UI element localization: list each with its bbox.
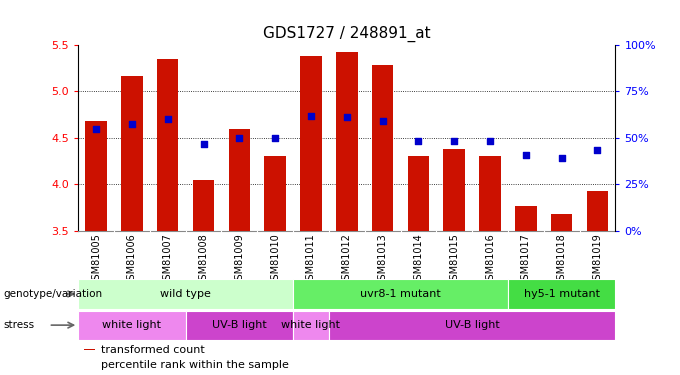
Text: GSM81016: GSM81016 <box>485 233 495 286</box>
Bar <box>329 310 615 340</box>
Text: GSM81005: GSM81005 <box>91 233 101 286</box>
Bar <box>551 214 573 231</box>
Text: GSM81019: GSM81019 <box>592 233 602 286</box>
Point <box>520 152 531 157</box>
Bar <box>186 310 293 340</box>
Bar <box>78 279 293 309</box>
Text: white light: white light <box>282 320 341 330</box>
Point <box>449 138 460 144</box>
Text: stress: stress <box>3 320 35 330</box>
Text: GSM81018: GSM81018 <box>557 233 566 286</box>
Bar <box>293 279 508 309</box>
Point <box>341 114 352 120</box>
Text: GSM81010: GSM81010 <box>270 233 280 286</box>
Bar <box>78 310 186 340</box>
Point <box>90 126 101 132</box>
Bar <box>121 76 143 231</box>
Point <box>270 135 281 141</box>
Bar <box>479 156 500 231</box>
Point <box>556 155 567 161</box>
Bar <box>86 121 107 231</box>
Title: GDS1727 / 248891_at: GDS1727 / 248891_at <box>263 26 430 42</box>
Point <box>485 138 496 144</box>
Point <box>377 118 388 124</box>
Bar <box>193 180 214 231</box>
Text: wild type: wild type <box>160 289 211 299</box>
Text: GSM81017: GSM81017 <box>521 233 531 286</box>
Point <box>413 138 424 144</box>
Bar <box>293 310 329 340</box>
Bar <box>228 129 250 231</box>
Bar <box>157 59 178 231</box>
Text: GSM81006: GSM81006 <box>127 233 137 286</box>
Text: GSM81007: GSM81007 <box>163 233 173 286</box>
Bar <box>372 65 393 231</box>
Text: GSM81008: GSM81008 <box>199 233 209 286</box>
Bar <box>84 364 95 365</box>
Bar <box>408 156 429 231</box>
Text: UV-B light: UV-B light <box>445 320 500 330</box>
Text: GSM81012: GSM81012 <box>342 233 352 286</box>
Text: percentile rank within the sample: percentile rank within the sample <box>101 360 288 370</box>
Text: UV-B light: UV-B light <box>212 320 267 330</box>
Point <box>198 141 209 147</box>
Point <box>234 135 245 141</box>
Bar <box>515 206 537 231</box>
Point <box>592 147 603 153</box>
Text: GSM81015: GSM81015 <box>449 233 459 286</box>
Text: genotype/variation: genotype/variation <box>3 289 103 299</box>
Bar <box>587 191 608 231</box>
Text: GSM81011: GSM81011 <box>306 233 316 286</box>
Text: GSM81014: GSM81014 <box>413 233 424 286</box>
Bar <box>336 53 358 231</box>
Point <box>126 121 137 127</box>
Bar <box>301 56 322 231</box>
Text: hy5-1 mutant: hy5-1 mutant <box>524 289 600 299</box>
Text: white light: white light <box>103 320 161 330</box>
Bar <box>84 349 95 350</box>
Text: transformed count: transformed count <box>101 345 205 355</box>
Text: GSM81009: GSM81009 <box>235 233 244 286</box>
Text: GSM81013: GSM81013 <box>377 233 388 286</box>
Point <box>305 114 316 120</box>
Bar <box>265 156 286 231</box>
Point <box>163 116 173 122</box>
Bar <box>443 149 465 231</box>
Text: uvr8-1 mutant: uvr8-1 mutant <box>360 289 441 299</box>
Bar <box>508 279 615 309</box>
